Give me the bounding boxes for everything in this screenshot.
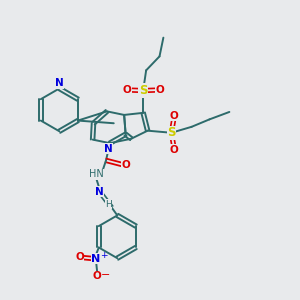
Text: −: − — [101, 269, 110, 280]
Text: +: + — [100, 251, 107, 260]
Text: O: O — [122, 85, 131, 95]
Text: H: H — [105, 200, 112, 208]
Text: N: N — [104, 143, 113, 154]
Text: N: N — [95, 187, 104, 196]
Text: O: O — [170, 145, 179, 155]
Text: S: S — [167, 126, 176, 139]
Text: N: N — [91, 254, 101, 264]
Text: N: N — [55, 78, 64, 88]
Text: S: S — [139, 84, 147, 97]
Text: O: O — [170, 110, 179, 121]
Text: O: O — [93, 271, 102, 281]
Text: O: O — [155, 85, 164, 95]
Text: O: O — [121, 160, 130, 170]
Text: O: O — [75, 252, 84, 262]
Text: HN: HN — [88, 169, 103, 179]
